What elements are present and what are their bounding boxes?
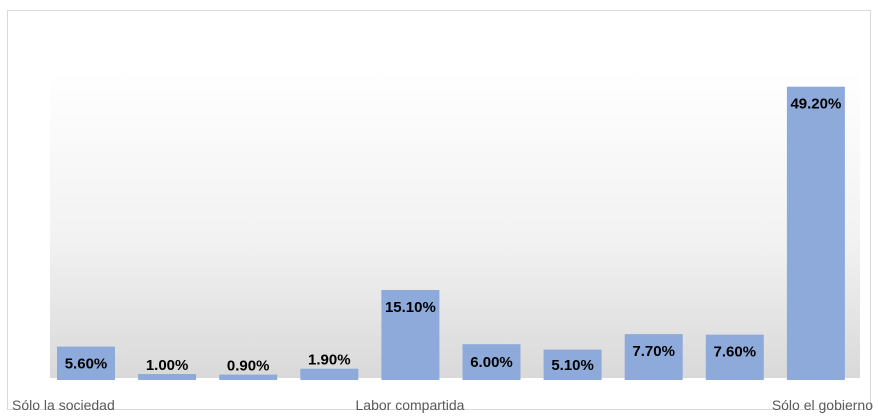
axis-label-1: Sólo la sociedad (12, 397, 115, 413)
bar-2 (138, 374, 197, 380)
bar-5 (381, 290, 440, 380)
bar-8 (624, 334, 683, 380)
bar-value-label-4: 1.90% (308, 352, 351, 369)
axis-label-2: Labor compartida (356, 397, 465, 413)
bar-value-label-7: 5.10% (551, 357, 594, 374)
bar-4 (300, 368, 359, 380)
bar-value-label-6: 6.00% (470, 354, 513, 371)
bar-value-label-10: 49.20% (790, 96, 841, 113)
bar-value-label-5: 15.10% (385, 299, 436, 316)
bar-3 (219, 374, 278, 380)
bar-value-label-9: 7.60% (714, 344, 757, 361)
plot-area-shade (50, 70, 860, 378)
bar-9 (705, 334, 764, 380)
bar-value-label-8: 7.70% (632, 343, 675, 360)
bar-6 (462, 344, 521, 380)
bar-10 (786, 86, 845, 380)
bar-7 (543, 349, 602, 380)
bar-value-label-1: 5.60% (65, 355, 108, 372)
axis-label-3: Sólo el gobierno (772, 397, 873, 413)
bar-1 (57, 346, 115, 380)
bar-value-label-2: 1.00% (146, 357, 189, 374)
bar-value-label-3: 0.90% (227, 358, 270, 375)
